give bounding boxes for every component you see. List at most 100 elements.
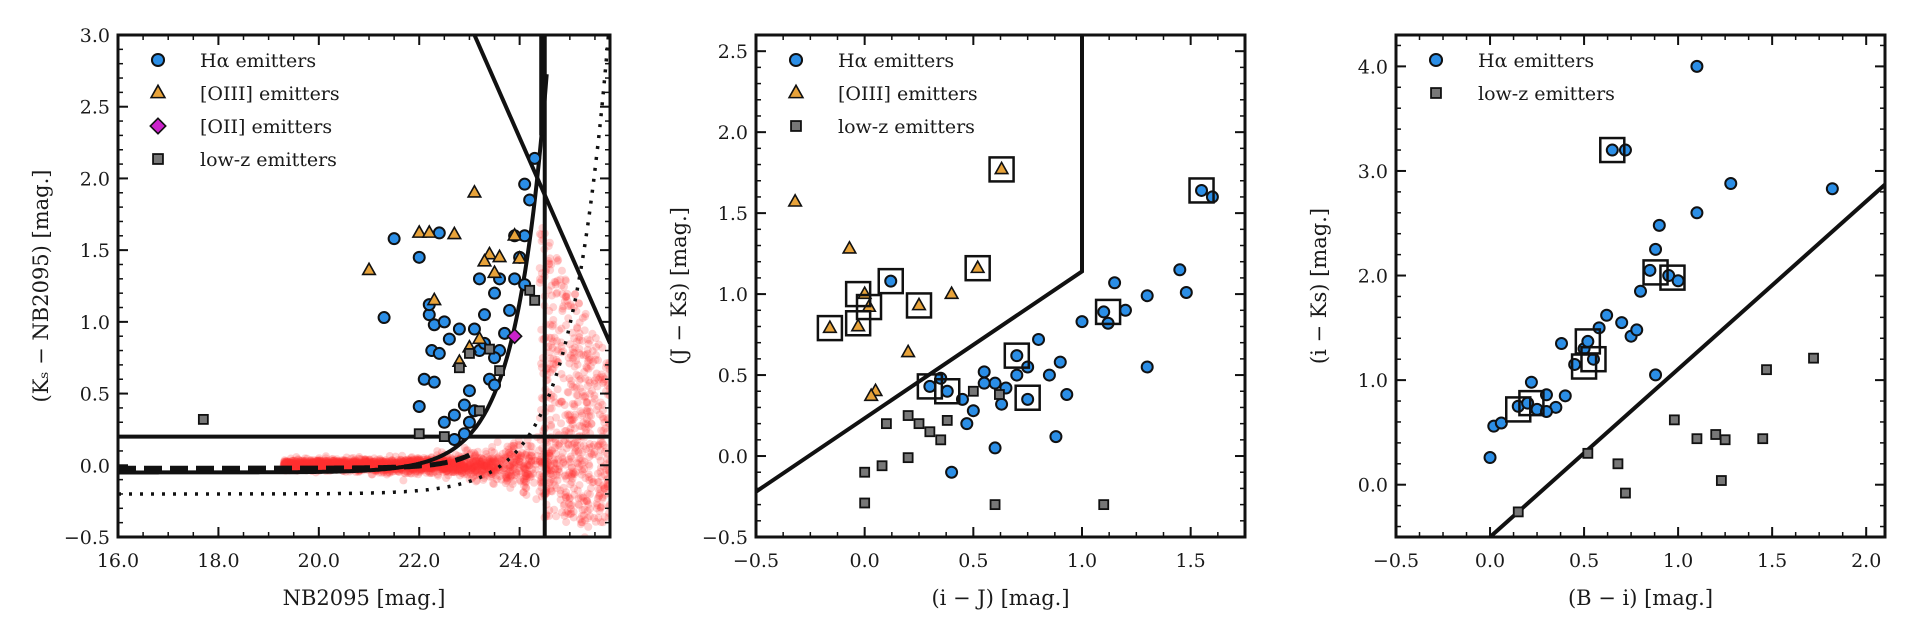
- faint-source: [556, 495, 565, 504]
- faint-source: [565, 374, 574, 383]
- data-point: [1710, 429, 1722, 440]
- data-point: [412, 250, 426, 264]
- faint-source: [481, 461, 490, 470]
- faint-source: [569, 507, 578, 516]
- faint-source: [280, 458, 289, 467]
- data-point: [412, 399, 426, 413]
- legend-label: Hα emitters: [200, 50, 316, 72]
- faint-source: [380, 457, 389, 466]
- faint-source: [460, 458, 469, 467]
- faint-source: [294, 455, 303, 464]
- faint-source: [508, 466, 517, 475]
- faint-source: [579, 511, 588, 520]
- faint-source: [522, 474, 531, 483]
- faint-source: [596, 437, 605, 446]
- faint-source: [454, 461, 463, 470]
- faint-source: [451, 468, 460, 477]
- data-point: [524, 284, 536, 296]
- faint-source: [342, 461, 351, 470]
- faint-source: [555, 442, 564, 451]
- faint-source: [546, 415, 555, 424]
- faint-source: [589, 357, 598, 366]
- faint-source: [454, 465, 463, 474]
- faint-source: [498, 468, 507, 477]
- plot-area: [756, 35, 1219, 511]
- data-point: [1715, 475, 1727, 486]
- faint-source: [365, 459, 374, 468]
- dotted-curve: [118, 35, 610, 496]
- faint-source: [302, 454, 311, 463]
- faint-source: [290, 462, 299, 471]
- faint-source: [545, 478, 554, 487]
- x-tick-label: 0.5: [1569, 550, 1599, 572]
- faint-source: [478, 455, 487, 464]
- data-point: [437, 315, 451, 329]
- data-point: [484, 343, 495, 355]
- faint-source: [327, 459, 336, 468]
- faint-source: [505, 470, 514, 479]
- faint-source: [311, 459, 320, 468]
- faint-source: [513, 452, 522, 461]
- faint-source: [562, 488, 571, 497]
- faint-source: [433, 447, 442, 456]
- faint-source: [527, 442, 536, 451]
- data-point: [1643, 263, 1657, 277]
- faint-source: [564, 439, 573, 448]
- faint-source: [290, 463, 299, 472]
- faint-source: [561, 493, 570, 502]
- faint-source: [477, 460, 486, 469]
- y-tick-label: 1.0: [718, 284, 748, 306]
- faint-source: [486, 459, 495, 468]
- faint-source: [303, 458, 312, 467]
- faint-source: [341, 458, 350, 467]
- faint-source: [447, 459, 456, 468]
- faint-source: [366, 458, 375, 467]
- faint-source: [317, 459, 326, 468]
- faint-source: [524, 462, 533, 471]
- faint-source: [502, 473, 511, 482]
- faint-source: [339, 458, 348, 467]
- faint-source: [489, 479, 498, 488]
- faint-source: [355, 458, 364, 467]
- data-point: [1010, 368, 1024, 382]
- faint-source: [515, 454, 524, 463]
- faint-source: [286, 458, 295, 467]
- faint-source: [555, 439, 564, 448]
- faint-source: [290, 462, 299, 471]
- faint-source: [486, 457, 495, 466]
- faint-source: [415, 466, 424, 475]
- faint-source: [403, 469, 412, 478]
- data-point: [850, 317, 866, 332]
- faint-source: [353, 459, 362, 468]
- faint-source: [583, 404, 592, 413]
- faint-source: [313, 456, 322, 465]
- data-point: [1010, 349, 1024, 363]
- faint-source: [552, 484, 561, 493]
- faint-source: [468, 463, 477, 472]
- faint-source: [449, 468, 458, 477]
- data-point: [923, 379, 937, 393]
- faint-source: [307, 456, 316, 465]
- data-point: [447, 408, 461, 422]
- faint-source: [423, 466, 432, 475]
- data-point: [970, 259, 986, 274]
- faint-source: [488, 457, 497, 466]
- faint-source: [501, 470, 510, 479]
- faint-source: [287, 459, 296, 468]
- faint-source: [363, 457, 372, 466]
- faint-source: [585, 504, 594, 513]
- faint-source: [467, 465, 476, 474]
- faint-source: [288, 457, 297, 466]
- faint-source: [576, 493, 585, 502]
- faint-source: [316, 456, 325, 465]
- faint-source: [561, 275, 570, 284]
- faint-source: [565, 468, 574, 477]
- faint-source: [360, 458, 369, 467]
- faint-source: [361, 455, 370, 464]
- faint-source: [487, 454, 496, 463]
- faint-source: [600, 484, 609, 493]
- faint-source: [519, 474, 528, 483]
- faint-source: [361, 456, 370, 465]
- faint-source: [283, 456, 292, 465]
- faint-source: [460, 464, 469, 473]
